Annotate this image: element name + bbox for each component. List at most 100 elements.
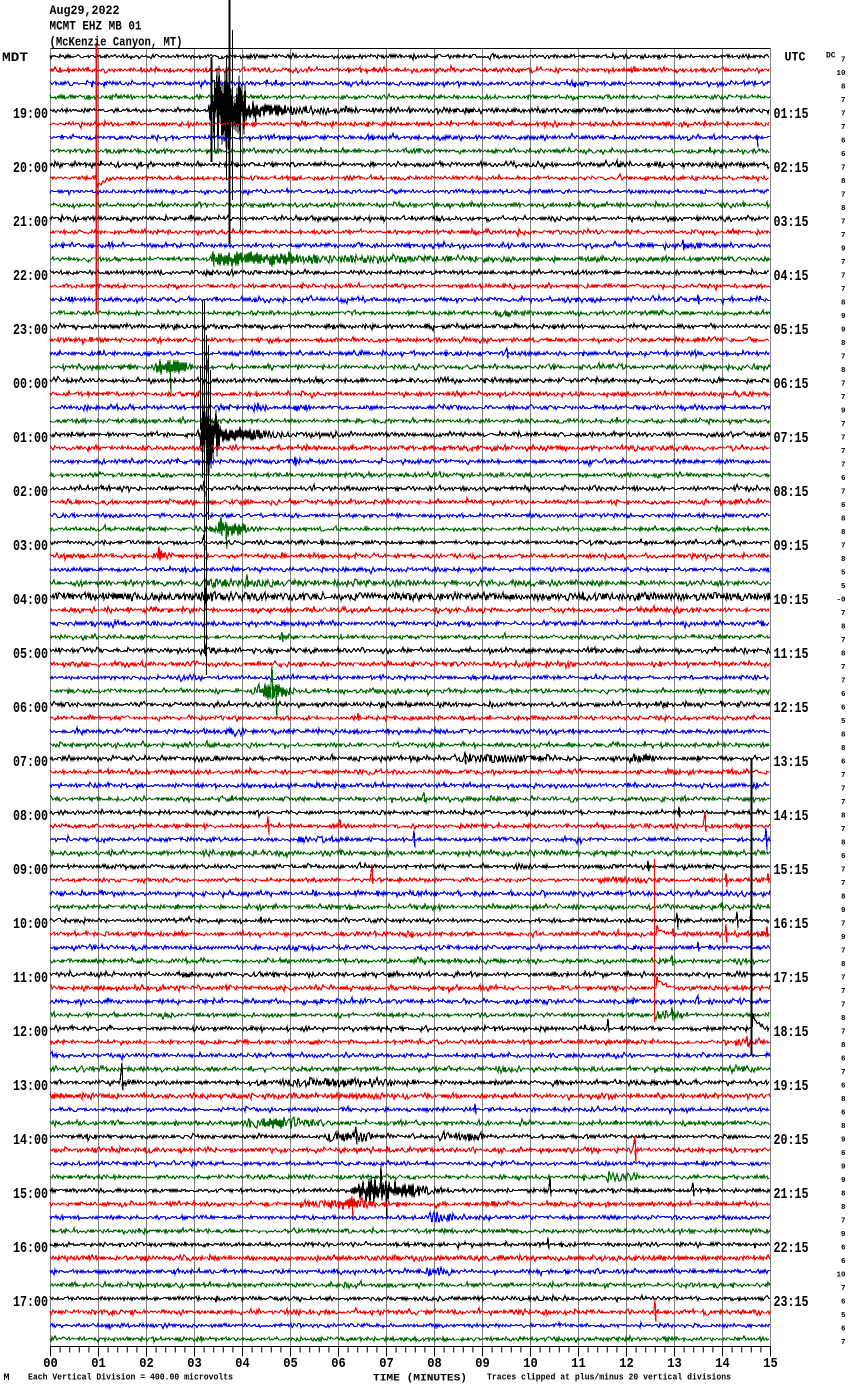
svg-text:7: 7 — [841, 678, 846, 686]
svg-text:6: 6 — [841, 475, 846, 483]
svg-text:17:00: 17:00 — [13, 1294, 48, 1311]
svg-text:06:15: 06:15 — [774, 376, 809, 393]
svg-text:15: 15 — [763, 1356, 778, 1372]
svg-text:9: 9 — [841, 313, 846, 321]
svg-text:6: 6 — [841, 1056, 846, 1064]
svg-text:6: 6 — [841, 1150, 846, 1158]
svg-text:03:00: 03:00 — [13, 538, 48, 555]
svg-text:00:00: 00:00 — [13, 376, 48, 393]
svg-text:7: 7 — [841, 192, 846, 200]
svg-text:7: 7 — [841, 421, 846, 429]
svg-text:11:00: 11:00 — [13, 970, 48, 987]
svg-text:8: 8 — [841, 300, 846, 308]
svg-text:8: 8 — [841, 624, 846, 632]
svg-text:9: 9 — [841, 408, 846, 416]
svg-text:MDT: MDT — [2, 50, 28, 65]
svg-text:06:00: 06:00 — [13, 700, 48, 717]
svg-text:8: 8 — [841, 961, 846, 969]
svg-text:6: 6 — [841, 1083, 846, 1091]
svg-text:10: 10 — [836, 1272, 846, 1280]
svg-text:9: 9 — [841, 327, 846, 335]
svg-text:16:00: 16:00 — [13, 1240, 48, 1257]
svg-text:11:15: 11:15 — [774, 646, 809, 663]
svg-text:21:15: 21:15 — [774, 1186, 809, 1203]
svg-text:09: 09 — [475, 1356, 490, 1372]
svg-text:6: 6 — [841, 759, 846, 767]
svg-text:7: 7 — [841, 165, 846, 173]
svg-text:6: 6 — [841, 691, 846, 699]
svg-text:14: 14 — [715, 1356, 730, 1372]
svg-text:08:15: 08:15 — [774, 484, 809, 501]
svg-text:M: M — [4, 1373, 10, 1384]
svg-text:6: 6 — [841, 502, 846, 510]
svg-text:7: 7 — [841, 799, 846, 807]
svg-text:15:15: 15:15 — [774, 862, 809, 879]
svg-text:8: 8 — [841, 732, 846, 740]
svg-text:8: 8 — [841, 1204, 846, 1212]
svg-text:13:15: 13:15 — [774, 754, 809, 771]
svg-text:11: 11 — [571, 1356, 586, 1372]
svg-text:01:00: 01:00 — [13, 430, 48, 447]
svg-text:13: 13 — [667, 1356, 682, 1372]
svg-text:8: 8 — [841, 1015, 846, 1023]
svg-text:7: 7 — [841, 273, 846, 281]
svg-text:UTC: UTC — [785, 50, 806, 65]
svg-text:7: 7 — [841, 880, 846, 888]
svg-text:08:00: 08:00 — [13, 808, 48, 825]
svg-text:5: 5 — [841, 583, 846, 591]
svg-text:7: 7 — [841, 664, 846, 672]
svg-text:Traces clipped at plus/minus 2: Traces clipped at plus/minus 20 vertical… — [487, 1372, 731, 1383]
svg-text:7: 7 — [841, 1029, 846, 1037]
svg-text:7: 7 — [841, 786, 846, 794]
svg-text:MCMT EHZ MB 01: MCMT EHZ MB 01 — [50, 19, 142, 34]
svg-text:6: 6 — [841, 853, 846, 861]
svg-text:10:00: 10:00 — [13, 916, 48, 933]
svg-text:6: 6 — [841, 1326, 846, 1334]
svg-text:03: 03 — [187, 1356, 202, 1372]
svg-text:8: 8 — [841, 840, 846, 848]
svg-text:05:00: 05:00 — [13, 646, 48, 663]
svg-text:7: 7 — [841, 988, 846, 996]
svg-text:7: 7 — [841, 124, 846, 132]
svg-text:6: 6 — [841, 1245, 846, 1253]
svg-text:9: 9 — [841, 1231, 846, 1239]
svg-text:14:15: 14:15 — [774, 808, 809, 825]
svg-text:7: 7 — [841, 1285, 846, 1293]
svg-text:7: 7 — [841, 1002, 846, 1010]
svg-text:8: 8 — [841, 178, 846, 186]
svg-text:21:00: 21:00 — [13, 214, 48, 231]
svg-text:Aug29,2022: Aug29,2022 — [50, 3, 120, 18]
svg-text:01:15: 01:15 — [774, 106, 809, 123]
svg-text:03:15: 03:15 — [774, 214, 809, 231]
svg-text:8: 8 — [841, 1096, 846, 1104]
svg-text:7: 7 — [841, 637, 846, 645]
svg-text:18:15: 18:15 — [774, 1024, 809, 1041]
svg-text:7: 7 — [841, 772, 846, 780]
svg-text:DC: DC — [826, 52, 836, 61]
svg-text:14:00: 14:00 — [13, 1132, 48, 1149]
svg-text:04:15: 04:15 — [774, 268, 809, 285]
svg-text:8: 8 — [841, 205, 846, 213]
svg-text:7: 7 — [841, 381, 846, 389]
svg-text:12:15: 12:15 — [774, 700, 809, 717]
svg-text:9: 9 — [841, 1137, 846, 1145]
svg-text:8: 8 — [841, 516, 846, 524]
svg-text:19:00: 19:00 — [13, 106, 48, 123]
svg-text:5: 5 — [841, 1312, 846, 1320]
svg-text:-0: -0 — [836, 597, 846, 605]
svg-text:22:15: 22:15 — [774, 1240, 809, 1257]
svg-text:12: 12 — [619, 1356, 634, 1372]
svg-text:7: 7 — [841, 948, 846, 956]
svg-text:05: 05 — [283, 1356, 298, 1372]
svg-text:9: 9 — [841, 907, 846, 915]
svg-text:7: 7 — [841, 448, 846, 456]
svg-text:10: 10 — [523, 1356, 538, 1372]
svg-text:10: 10 — [836, 70, 846, 78]
svg-text:7: 7 — [841, 435, 846, 443]
svg-text:7: 7 — [841, 111, 846, 119]
svg-text:7: 7 — [841, 462, 846, 470]
svg-text:8: 8 — [841, 84, 846, 92]
svg-text:7: 7 — [841, 57, 846, 65]
svg-text:8: 8 — [841, 367, 846, 375]
svg-text:13:00: 13:00 — [13, 1078, 48, 1095]
